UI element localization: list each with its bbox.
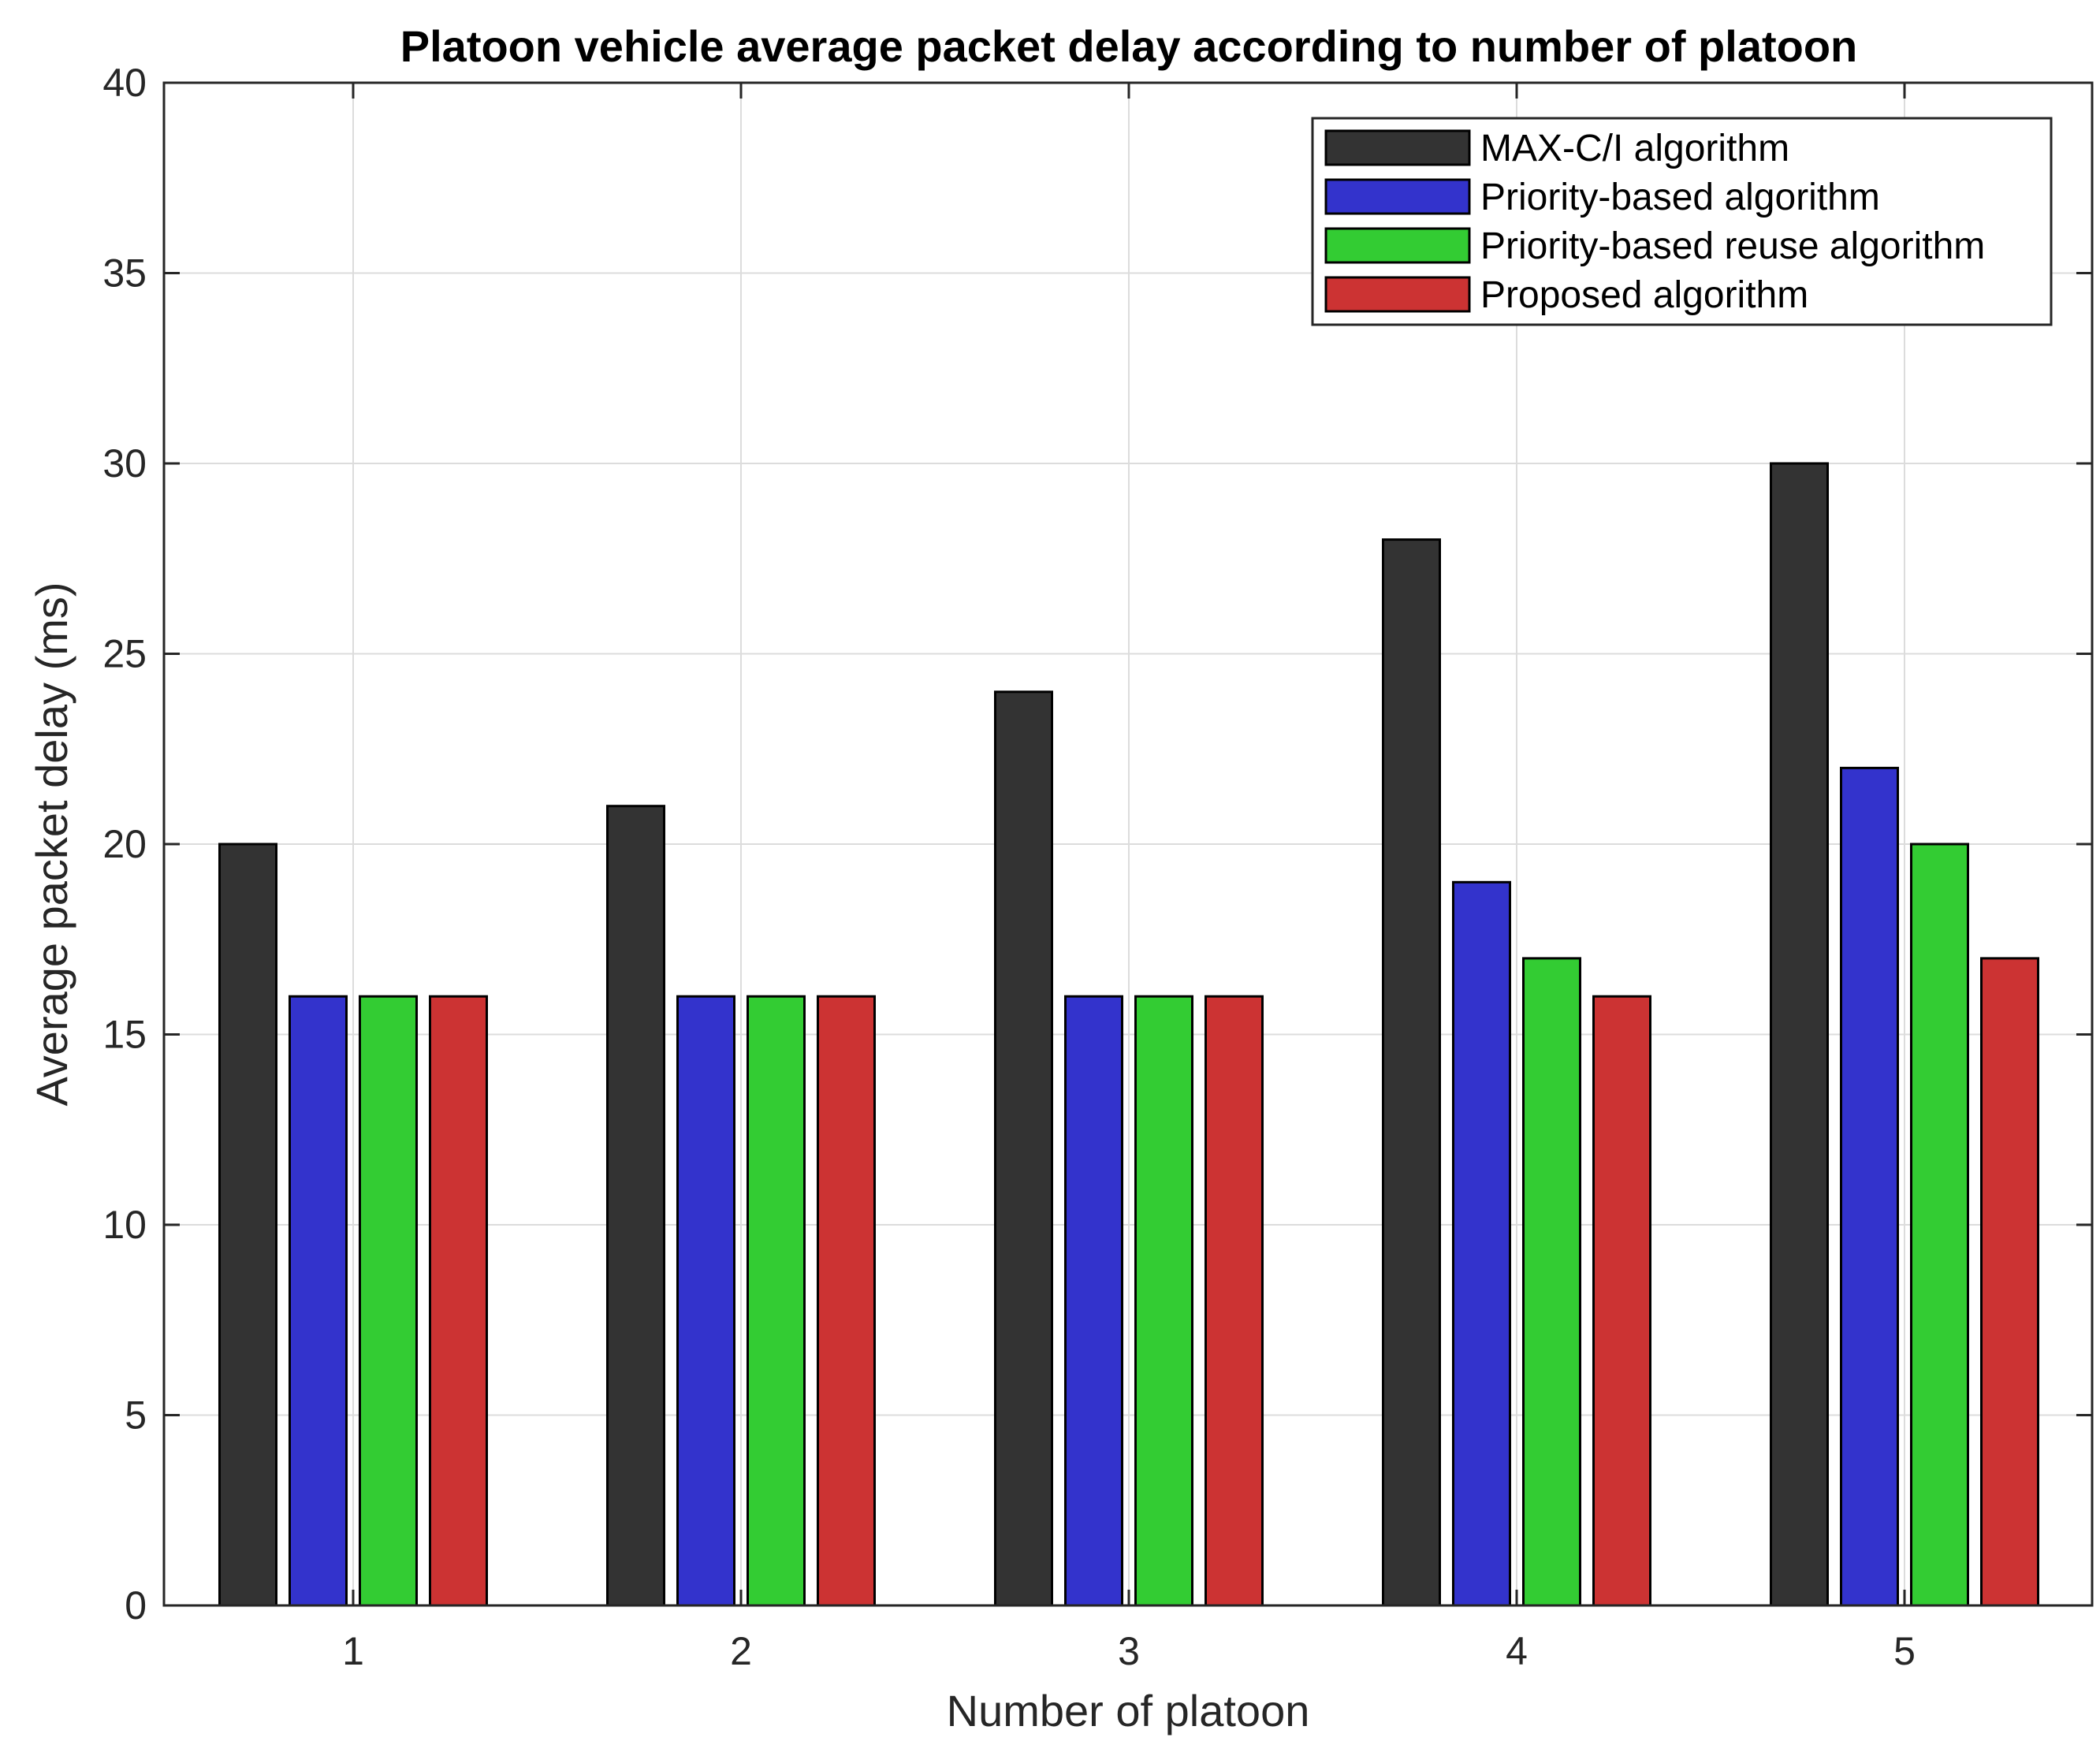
bar-proposed-algorithm-4 bbox=[1592, 995, 1651, 1607]
y-tick-label: 20 bbox=[102, 822, 147, 866]
chart-title: Platoon vehicle average packet delay acc… bbox=[400, 21, 1857, 71]
bar-priority-based-reuse-algorithm-1 bbox=[359, 995, 418, 1607]
bar-max-c-i-algorithm-4 bbox=[1382, 538, 1441, 1607]
bar-max-c-i-algorithm-1 bbox=[218, 843, 277, 1607]
x-tick-label: 4 bbox=[1506, 1629, 1528, 1673]
bar-priority-based-algorithm-4 bbox=[1452, 880, 1511, 1607]
y-axis-label: Average packet delay (ms) bbox=[27, 582, 76, 1106]
bar-priority-based-reuse-algorithm-5 bbox=[1910, 843, 1969, 1607]
y-tick-label: 5 bbox=[125, 1393, 147, 1438]
y-tick-label: 25 bbox=[102, 632, 147, 676]
y-tick-label: 35 bbox=[102, 251, 147, 296]
legend-label: Proposed algorithm bbox=[1480, 274, 1808, 316]
bar-priority-based-algorithm-3 bbox=[1064, 995, 1123, 1607]
legend-label: Priority-based reuse algorithm bbox=[1480, 225, 1985, 267]
bar-priority-based-algorithm-1 bbox=[289, 995, 348, 1607]
bars bbox=[218, 462, 2039, 1607]
grid-lines bbox=[164, 82, 2092, 1606]
y-tick-label: 0 bbox=[125, 1583, 147, 1628]
legend-swatch bbox=[1324, 129, 1471, 166]
x-tick-label: 2 bbox=[730, 1629, 752, 1673]
y-tick-label: 40 bbox=[102, 61, 147, 105]
x-tick-label: 1 bbox=[342, 1629, 364, 1673]
legend: MAX-C/I algorithm Priority-based algorith… bbox=[1311, 117, 2053, 326]
bar-max-c-i-algorithm-5 bbox=[1770, 462, 1829, 1607]
bar-priority-based-reuse-algorithm-2 bbox=[747, 995, 806, 1607]
bar-proposed-algorithm-3 bbox=[1205, 995, 1264, 1607]
legend-label: MAX-C/I algorithm bbox=[1480, 128, 1789, 169]
bar-priority-based-reuse-algorithm-3 bbox=[1134, 995, 1193, 1607]
x-tick-label: 5 bbox=[1893, 1629, 1916, 1673]
legend-label: Priority-based algorithm bbox=[1480, 177, 1880, 218]
legend-swatch bbox=[1324, 227, 1471, 264]
y-tick-label: 10 bbox=[102, 1203, 147, 1247]
x-axis-label: Number of platoon bbox=[947, 1686, 1310, 1736]
legend-swatch bbox=[1324, 276, 1471, 313]
y-tick-label: 15 bbox=[102, 1013, 147, 1057]
bar-priority-based-reuse-algorithm-4 bbox=[1522, 957, 1581, 1607]
bar-priority-based-algorithm-5 bbox=[1840, 766, 1899, 1607]
bar-proposed-algorithm-5 bbox=[1980, 957, 2039, 1607]
axis-ticks: 0 5 10 15 20 25 30 35 40 1 2 3 4 5 bbox=[102, 61, 2092, 1673]
legend-swatch bbox=[1324, 178, 1471, 215]
y-tick-label: 30 bbox=[102, 441, 147, 486]
bar-max-c-i-algorithm-3 bbox=[994, 690, 1053, 1607]
bar-proposed-algorithm-2 bbox=[817, 995, 876, 1607]
bar-priority-based-algorithm-2 bbox=[676, 995, 735, 1607]
bar-proposed-algorithm-1 bbox=[429, 995, 488, 1607]
bar-max-c-i-algorithm-2 bbox=[606, 805, 665, 1607]
x-tick-label: 3 bbox=[1118, 1629, 1140, 1673]
